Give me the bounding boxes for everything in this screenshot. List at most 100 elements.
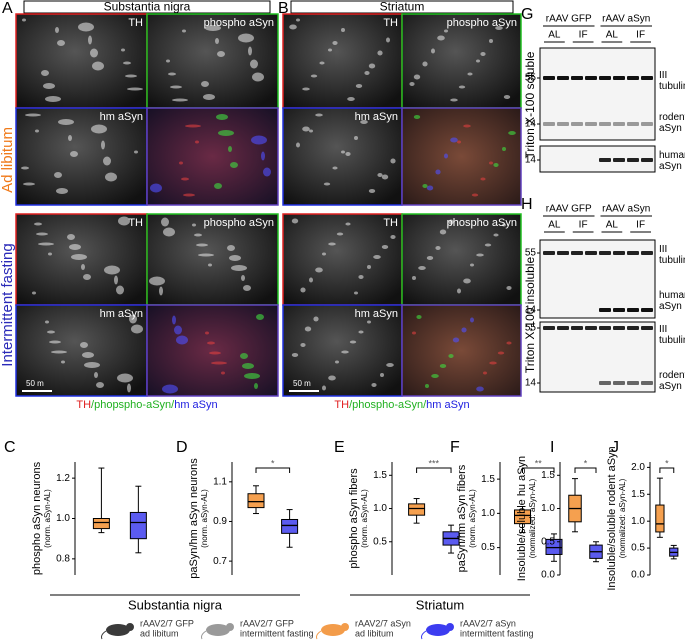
cell (390, 158, 396, 164)
cell (335, 360, 339, 364)
band (585, 326, 597, 330)
cell (450, 137, 458, 143)
band-label: IIItubulin (659, 324, 685, 346)
cell (22, 18, 26, 22)
cell (377, 50, 383, 56)
y-tick-label: 0.8 (56, 553, 70, 564)
panel-letter: F (450, 439, 460, 456)
y-tick-label: 1.5 (631, 489, 645, 500)
cell (127, 383, 131, 393)
cell (448, 219, 454, 225)
cell (336, 232, 344, 236)
cell (349, 340, 357, 344)
region-label: Striatum (416, 597, 464, 612)
cell (506, 341, 512, 345)
y-label: Insoluble/soluble rodent aSyn (606, 446, 618, 590)
cell (502, 147, 506, 151)
mw-marker: 14 (525, 378, 537, 389)
cell (83, 274, 91, 280)
mw-marker: 55 (525, 323, 537, 334)
cell (227, 245, 235, 251)
cell (328, 48, 332, 52)
cell (467, 72, 473, 76)
cell (101, 140, 105, 150)
panel-letter: E (334, 439, 345, 456)
cell (256, 314, 264, 320)
scale-label: 50 m (26, 379, 44, 388)
cell (114, 275, 118, 285)
y-sublabel: (normalized: aSyn-AL) (528, 478, 537, 558)
cell (229, 255, 241, 261)
cell (328, 375, 336, 381)
channel-label: TH (383, 17, 398, 29)
caption: TH/phopspho-aSyn/hm aSyn (76, 399, 217, 411)
y-tick-label: 1.5 (481, 474, 495, 485)
cell (367, 265, 371, 269)
fraction-label: Triton X-100 insoluble (523, 257, 537, 374)
box (655, 504, 665, 533)
y-tick-label: 0.7 (213, 556, 227, 567)
legend-text: ad libitum (355, 628, 394, 638)
cell (48, 252, 52, 256)
significance: ** (535, 458, 543, 468)
band (543, 76, 555, 80)
significance: * (271, 458, 275, 468)
band (585, 122, 597, 126)
cell (185, 124, 201, 128)
cell (332, 41, 338, 45)
band (543, 326, 555, 330)
cell (368, 189, 376, 193)
cell (413, 74, 421, 80)
cell (489, 161, 493, 165)
y-tick-label: 0.9 (213, 516, 227, 527)
y-tick-label: 1.5 (541, 470, 555, 481)
sig-bracket (416, 467, 452, 473)
cell (170, 85, 182, 89)
cell (444, 153, 448, 159)
region-title: Striatum (380, 0, 425, 14)
box (92, 518, 110, 530)
cell (444, 29, 448, 33)
cell (309, 129, 313, 133)
significance: * (584, 458, 588, 468)
y-tick-label: 0.5 (631, 543, 645, 554)
band-label: rodent aSyn (659, 370, 685, 392)
mouse-icon (426, 624, 450, 636)
y-sublabel: (normalized: aSyn-AL) (618, 478, 627, 558)
cell (252, 72, 264, 82)
channel-label: hm aSyn (355, 111, 398, 123)
cell (195, 140, 199, 144)
cell (435, 246, 441, 250)
cell (422, 184, 428, 188)
band (641, 326, 653, 330)
band (613, 308, 625, 312)
cell (129, 314, 137, 324)
panel-letter: D (176, 439, 188, 456)
band-label-line: rodent (659, 370, 685, 381)
cell (497, 351, 505, 355)
y-tick-label: 1.2 (56, 473, 70, 484)
micrograph (282, 304, 403, 397)
cell (174, 325, 182, 335)
cell (345, 152, 351, 156)
cell (117, 373, 133, 383)
cell (67, 234, 75, 240)
cell (172, 98, 188, 102)
cell (214, 183, 222, 189)
cell (162, 384, 178, 394)
cell (502, 223, 506, 227)
blot-group: rAAV aSyn (602, 204, 650, 215)
blot (539, 47, 656, 141)
cell (461, 327, 467, 333)
blot-group: rAAV aSyn (602, 14, 650, 25)
cell (493, 233, 499, 237)
cell (426, 256, 434, 260)
cell (506, 286, 512, 290)
cell (123, 61, 131, 65)
box (545, 538, 563, 555)
cell (201, 81, 209, 87)
band (557, 76, 569, 80)
cell (380, 373, 384, 377)
box (247, 493, 265, 509)
cell (105, 172, 117, 182)
